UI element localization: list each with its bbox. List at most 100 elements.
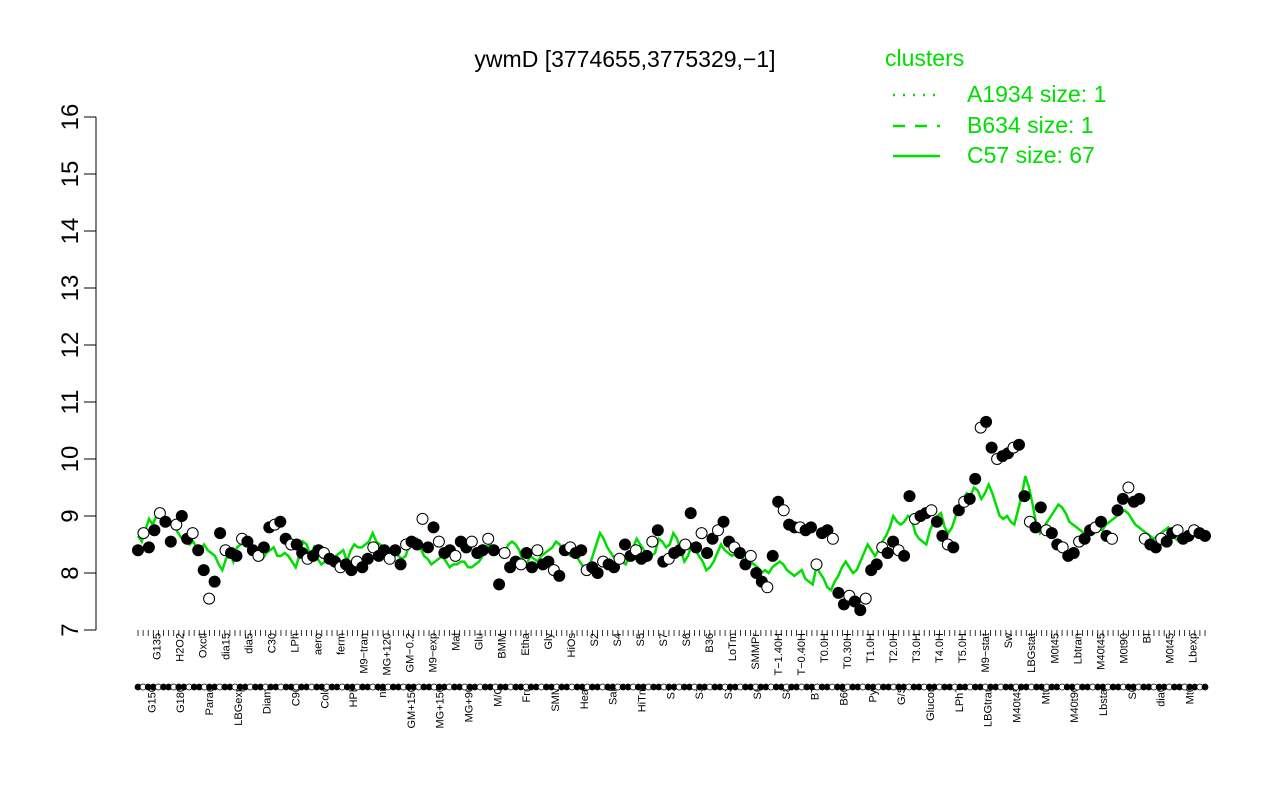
data-point — [761, 581, 774, 594]
data-point — [197, 564, 210, 577]
data-point — [980, 415, 993, 428]
y-tick-label: 14 — [57, 218, 84, 245]
data-point — [411, 538, 424, 551]
data-point — [1078, 532, 1091, 545]
x-tick-label: T3.0H — [911, 633, 923, 663]
x-tick-label: dia0 — [1156, 686, 1168, 707]
x-tick-label: LPhT — [954, 686, 966, 713]
data-point — [887, 535, 900, 548]
data-point — [646, 535, 659, 548]
data-point — [422, 541, 434, 554]
data-point — [1106, 532, 1118, 545]
data-point — [1095, 515, 1107, 528]
x-tick-label: C90 — [291, 686, 303, 706]
legend-entry-c57: C57 size: 67 — [967, 142, 1095, 168]
x-tick-label: HiTm — [637, 686, 649, 712]
data-point — [848, 595, 861, 608]
data-point — [1171, 524, 1184, 537]
x-tick-label: Sw — [1003, 633, 1015, 648]
data-point — [1122, 481, 1135, 494]
x-tick-label: Lbstat — [1098, 686, 1110, 716]
data-point — [274, 515, 287, 528]
data-point — [498, 547, 511, 559]
x-tick-label: M9−stat — [980, 633, 992, 672]
x-tick-label: MG+90 — [464, 686, 476, 722]
x-tick-label: M40t45 — [1095, 633, 1107, 670]
x-tick-label: B60 — [838, 686, 850, 706]
data-point — [706, 532, 719, 545]
x-tick-label: ferm — [336, 633, 348, 655]
x-tick-label: H2O2 — [174, 633, 186, 662]
data-point — [345, 564, 358, 577]
data-point — [684, 507, 697, 520]
x-tick-label: GM+150 — [406, 686, 418, 729]
x-tick-label: LBGstat — [1026, 633, 1038, 673]
data-point — [170, 518, 183, 531]
data-point — [936, 529, 949, 542]
data-point — [898, 549, 911, 562]
data-point — [832, 586, 845, 599]
data-point — [1160, 535, 1173, 548]
data-point — [553, 569, 566, 582]
x-tick-label: Glu — [474, 633, 486, 650]
data-point — [531, 544, 544, 557]
data-point — [805, 521, 817, 534]
data-point — [1133, 492, 1146, 505]
data-point — [651, 524, 664, 537]
y-axis: 7 8 9 10 11 12 13 14 15 16 — [57, 104, 97, 637]
y-tick-label: 10 — [57, 446, 84, 473]
data-point — [416, 512, 429, 525]
data-point — [1111, 504, 1124, 517]
x-tick-label: dia5 — [244, 633, 256, 654]
data-point — [252, 549, 265, 562]
x-tick-label: MG+150 — [435, 686, 447, 729]
data-point — [230, 549, 243, 562]
data-point — [739, 558, 752, 571]
data-point — [476, 544, 489, 557]
x-tick-label: Mt0 — [1184, 686, 1196, 704]
x-tick-label: T5.0H — [957, 633, 969, 663]
x-tick-label: Cold — [319, 686, 331, 709]
x-tick-labels-bottom: G150 G180 Paraq LBGexp Diami C90 Cold HPh nit GM+… — [146, 686, 1196, 729]
data-point — [695, 527, 708, 540]
x-tick-label: M0t90 — [1118, 633, 1130, 664]
data-point — [1067, 547, 1080, 559]
x-tick-label: SMMPr — [750, 633, 762, 670]
data-point — [132, 544, 144, 557]
data-points — [132, 415, 1211, 617]
y-ticks: 7 8 9 10 11 12 13 14 15 16 — [57, 104, 96, 637]
x-tick-label: T4.0H — [934, 633, 946, 663]
data-point — [175, 510, 188, 522]
x-tick-label: T−0.40H — [796, 633, 808, 676]
data-point — [766, 549, 779, 562]
x-tick-label: M9−exp — [428, 633, 440, 672]
data-point — [487, 544, 500, 557]
data-point — [1018, 490, 1031, 503]
data-point — [542, 555, 555, 568]
x-tick-label: Pyr — [867, 686, 879, 703]
data-point — [1013, 438, 1025, 451]
x-tick-label: M0t45 — [1164, 633, 1176, 664]
data-point — [465, 535, 478, 548]
x-tick-label: SMM — [550, 686, 562, 712]
data-point — [701, 547, 714, 559]
x-tick-label: T0.30H — [842, 633, 854, 669]
x-tick-label: BI — [1141, 633, 1153, 643]
data-point — [383, 552, 396, 565]
data-point — [903, 490, 916, 503]
data-point — [208, 575, 221, 588]
x-tick-label: Glucon — [925, 686, 937, 721]
y-tick-label: 15 — [57, 161, 84, 188]
data-point — [148, 524, 161, 537]
x-tick-label: Mt0 — [1040, 686, 1052, 704]
x-tick-label: HPh — [348, 686, 360, 707]
x-tick-label: M9−tran — [359, 633, 371, 674]
data-point — [619, 538, 631, 551]
x-tick-label: Paraq — [204, 686, 216, 715]
x-tick-label: aero — [313, 633, 325, 655]
data-point — [772, 495, 785, 508]
data-point — [777, 504, 790, 517]
data-point — [1149, 541, 1162, 554]
x-tick-label: LoTm — [727, 633, 739, 661]
data-point — [810, 558, 823, 571]
